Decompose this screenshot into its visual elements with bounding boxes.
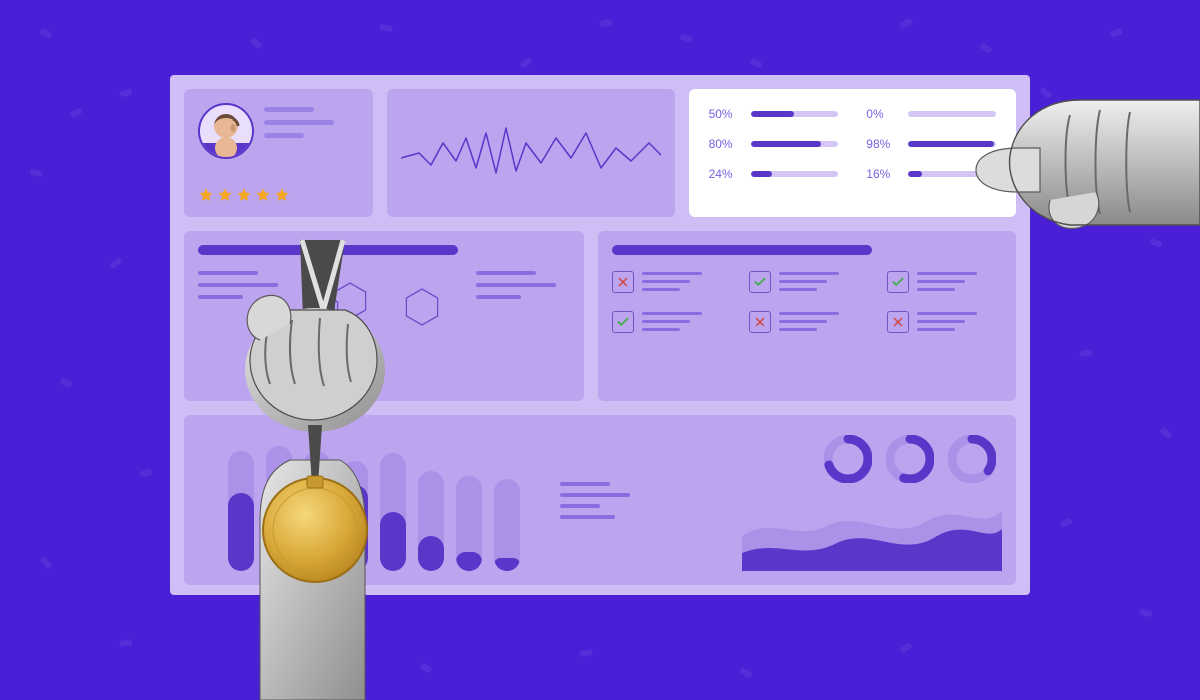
area-chart: [742, 481, 1002, 571]
sparkline-chart: [401, 113, 661, 193]
progress-label: 16%: [866, 167, 898, 181]
check-icon[interactable]: [612, 311, 634, 333]
cross-icon[interactable]: [612, 271, 634, 293]
checklist-item[interactable]: [887, 271, 1002, 293]
sparkline-card[interactable]: [387, 89, 675, 217]
avatar[interactable]: [198, 103, 254, 159]
progress-item: 80%: [709, 137, 839, 151]
progress-label: 98%: [866, 137, 898, 151]
star-icon: [217, 187, 233, 203]
profile-card[interactable]: [184, 89, 373, 217]
progress-label: 50%: [709, 107, 741, 121]
progress-label: 80%: [709, 137, 741, 151]
checklist-item[interactable]: [612, 271, 727, 293]
bar: [494, 479, 520, 571]
checklist-item[interactable]: [887, 311, 1002, 333]
donut-charts: [824, 435, 996, 483]
cross-icon[interactable]: [887, 311, 909, 333]
star-icon: [255, 187, 271, 203]
hand-with-medal-illustration: [190, 220, 420, 700]
donut-chart: [886, 435, 934, 483]
bar: [418, 471, 444, 571]
checklist-item[interactable]: [612, 311, 727, 333]
progress-item: 24%: [709, 167, 839, 181]
bar: [456, 476, 482, 571]
profile-text-lines: [264, 103, 359, 159]
donut-chart: [948, 435, 996, 483]
checklist-card[interactable]: [598, 231, 1016, 401]
hex-right-text: [476, 271, 556, 299]
analytics-text: [560, 482, 630, 519]
checklist-item[interactable]: [749, 271, 864, 293]
row-top: 50% 0% 80% 98% 24% 16%: [184, 89, 1016, 217]
star-icon: [236, 187, 252, 203]
cross-icon[interactable]: [749, 311, 771, 333]
progress-card[interactable]: 50% 0% 80% 98% 24% 16%: [689, 89, 1016, 217]
star-icon: [274, 187, 290, 203]
progress-label: 0%: [866, 107, 898, 121]
checklist-title: [612, 245, 872, 255]
star-icon: [198, 187, 214, 203]
progress-label: 24%: [709, 167, 741, 181]
progress-item: 50%: [709, 107, 839, 121]
check-icon[interactable]: [749, 271, 771, 293]
page-background: 50% 0% 80% 98% 24% 16%: [0, 0, 1200, 700]
hand-pointing-illustration: [970, 70, 1200, 270]
star-rating: [198, 187, 359, 203]
donut-chart: [824, 435, 872, 483]
check-icon[interactable]: [887, 271, 909, 293]
checklist-item[interactable]: [749, 311, 864, 333]
